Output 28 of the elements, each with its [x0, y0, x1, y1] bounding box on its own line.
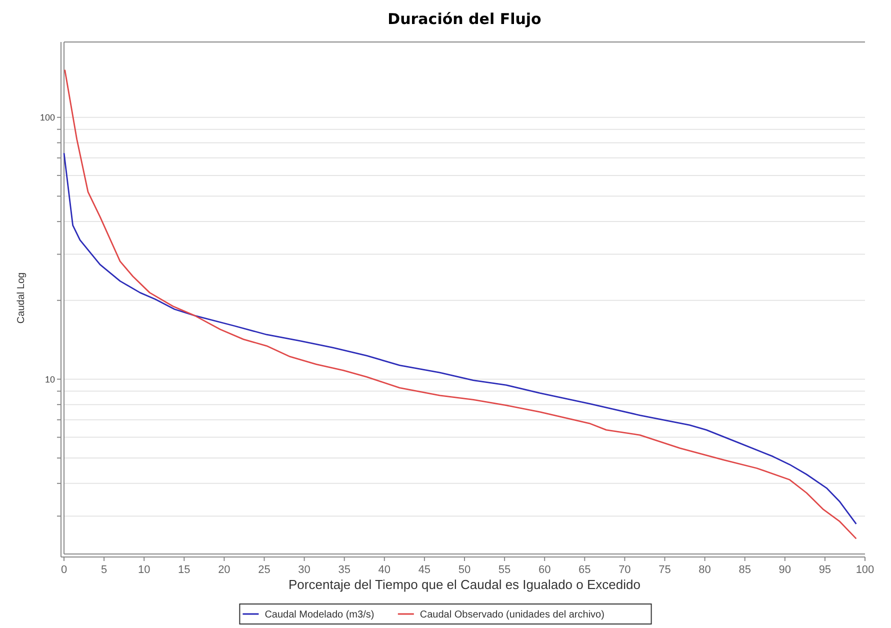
- chart-title: Duración del Flujo: [388, 10, 542, 28]
- legend-label: Caudal Observado (unidades del archivo): [420, 610, 604, 620]
- x-tick-label: 5: [100, 564, 108, 576]
- x-tick-label: 55: [498, 564, 511, 576]
- x-axis-title: Porcentaje del Tiempo que el Caudal es Igualado o Excedido: [288, 577, 640, 592]
- x-tick-label: 50: [458, 564, 471, 576]
- line-series: [63, 152, 857, 525]
- x-tick-label: 95: [818, 564, 832, 576]
- x-tick-label: 45: [418, 564, 431, 576]
- x-tick-label: 80: [698, 564, 711, 576]
- x-tick-label: 30: [298, 564, 310, 576]
- x-tick-label: 75: [658, 564, 671, 576]
- line-series: [64, 69, 857, 540]
- x-tick-label: 70: [618, 564, 631, 576]
- y-axis-title: Caudal Log: [16, 272, 27, 324]
- x-tick-label: 20: [218, 564, 230, 576]
- x-tick-label: 85: [738, 564, 751, 576]
- x-tick-label: 90: [778, 564, 792, 576]
- x-tick-label: 25: [258, 564, 270, 576]
- x-tick-label: 100: [856, 564, 874, 576]
- x-tick-label: 65: [578, 564, 591, 576]
- x-tick-label: 10: [138, 564, 150, 576]
- x-tick-label: 60: [538, 564, 551, 576]
- x-tick-label: 0: [60, 564, 68, 576]
- legend-label: Caudal Modelado (m3/s): [264, 610, 374, 620]
- x-tick-label: 15: [178, 564, 190, 576]
- x-tick-label: 40: [378, 564, 391, 576]
- x-tick-label: 35: [338, 564, 350, 576]
